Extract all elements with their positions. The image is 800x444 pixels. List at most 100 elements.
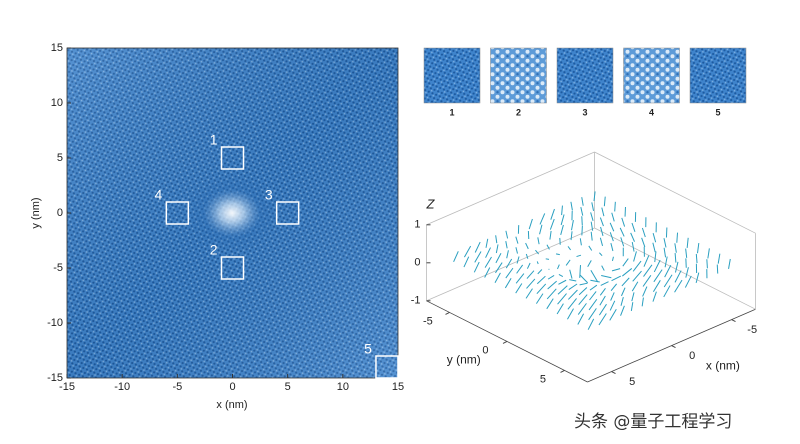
spin-arrow <box>591 202 595 212</box>
y-tick-label: -15 <box>47 372 63 384</box>
spin-arrow <box>601 265 605 271</box>
spin-arrow <box>569 279 577 282</box>
spin-arrow <box>599 252 603 257</box>
stm-map <box>66 47 399 379</box>
y-tick-label: -5 <box>423 316 433 328</box>
spin-arrow <box>463 245 472 258</box>
inset-image <box>490 47 547 104</box>
spin-arrow <box>643 264 653 277</box>
x-tick-label: 5 <box>285 381 291 393</box>
spin-arrow <box>685 248 688 258</box>
inset-label: 4 <box>649 107 654 117</box>
spin-arrow <box>515 273 525 284</box>
vector-plot: -1 0 1 -5 0 5 -5 0 5 Zy (nm) x (nm) <box>411 151 757 388</box>
spin-arrow <box>567 308 574 320</box>
inset-label: 3 <box>582 107 587 117</box>
spin-arrow <box>663 285 671 298</box>
x-tick-label: -10 <box>114 381 130 393</box>
spin-arrow <box>641 227 646 238</box>
spin-arrow <box>630 232 635 242</box>
spin-arrow <box>557 264 560 270</box>
spin-arrow <box>536 283 547 295</box>
spin-arrow <box>560 224 564 235</box>
spin-arrow <box>728 258 731 269</box>
spin-arrow <box>495 252 502 264</box>
spin-arrow <box>589 284 598 291</box>
spin-arrow <box>588 245 593 251</box>
spin-arrow <box>506 250 509 259</box>
spin-arrow <box>546 298 554 310</box>
x-tick <box>731 319 736 323</box>
box-edge <box>426 227 595 302</box>
x-tick-label: 0 <box>689 350 695 362</box>
spin-arrow <box>565 259 571 266</box>
spin-arrow <box>463 256 470 268</box>
inset-image <box>623 47 680 104</box>
y-tick-label: 15 <box>51 42 63 54</box>
spin-arrow <box>601 275 612 279</box>
watermark: 头条 @量子工程学习 <box>574 412 732 432</box>
spin-arrow <box>599 237 604 246</box>
spin-arrow <box>571 220 574 231</box>
y-tick-label: -5 <box>53 262 63 274</box>
spin-arrow <box>641 237 646 248</box>
spin-arrow <box>619 227 625 237</box>
spin-arrow <box>642 275 652 287</box>
region-label: 2 <box>210 242 218 258</box>
spin-arrow <box>653 259 661 273</box>
spin-arrow <box>610 292 615 301</box>
spin-arrow <box>568 283 578 290</box>
spin-arrow <box>547 280 557 290</box>
spin-arrow <box>633 251 637 262</box>
spin-arrow <box>579 282 588 286</box>
spin-arrow <box>505 267 514 279</box>
spin-arrow <box>484 256 492 268</box>
spin-arrow <box>537 237 540 245</box>
inset-label: 5 <box>715 107 720 117</box>
spin-arrow <box>609 232 614 242</box>
y-tick-label: 0 <box>57 207 63 219</box>
spin-arrow <box>631 222 636 232</box>
spin-arrow <box>664 256 668 268</box>
spin-arrow <box>526 270 535 279</box>
region-box <box>275 201 300 225</box>
region-box <box>220 256 245 280</box>
spin-arrow <box>697 243 700 254</box>
x-axis-label: x (nm) <box>216 399 247 411</box>
z-tick-label: 0 <box>414 257 420 269</box>
spin-arrow <box>632 270 642 282</box>
spin-arrow <box>567 246 572 251</box>
region-box <box>165 201 190 225</box>
spin-arrow <box>525 242 529 250</box>
spin-arrow <box>614 201 616 212</box>
spin-arrow <box>546 288 557 300</box>
inset-image <box>556 47 614 104</box>
spin-arrow <box>516 256 520 264</box>
spin-arrow <box>539 224 543 235</box>
spin-arrow <box>576 254 582 258</box>
spin-arrow <box>550 208 555 220</box>
spin-arrow <box>474 241 481 253</box>
spin-arrow <box>684 275 692 288</box>
y-tick-label: -10 <box>47 317 63 329</box>
spin-arrow <box>537 269 543 275</box>
insets: 1 2 3 4 5 <box>423 47 747 117</box>
spin-arrow <box>611 212 615 222</box>
spin-arrow <box>588 298 598 311</box>
y-tick <box>502 340 508 344</box>
spin-arrow <box>570 231 573 241</box>
spin-arrow <box>567 289 578 300</box>
spin-arrow <box>589 291 597 301</box>
spin-arrow <box>674 253 677 263</box>
spin-arrow <box>526 278 536 289</box>
spin-arrow <box>484 267 491 278</box>
spin-arrow <box>620 287 626 297</box>
y-axis-label: y (nm) <box>447 352 481 366</box>
inset-image <box>423 47 481 104</box>
spin-arrow <box>525 288 533 299</box>
spin-arrow <box>632 260 642 272</box>
y-tick-label: 5 <box>57 152 63 164</box>
spin-arrow <box>674 270 682 283</box>
spin-arrow <box>590 279 600 283</box>
